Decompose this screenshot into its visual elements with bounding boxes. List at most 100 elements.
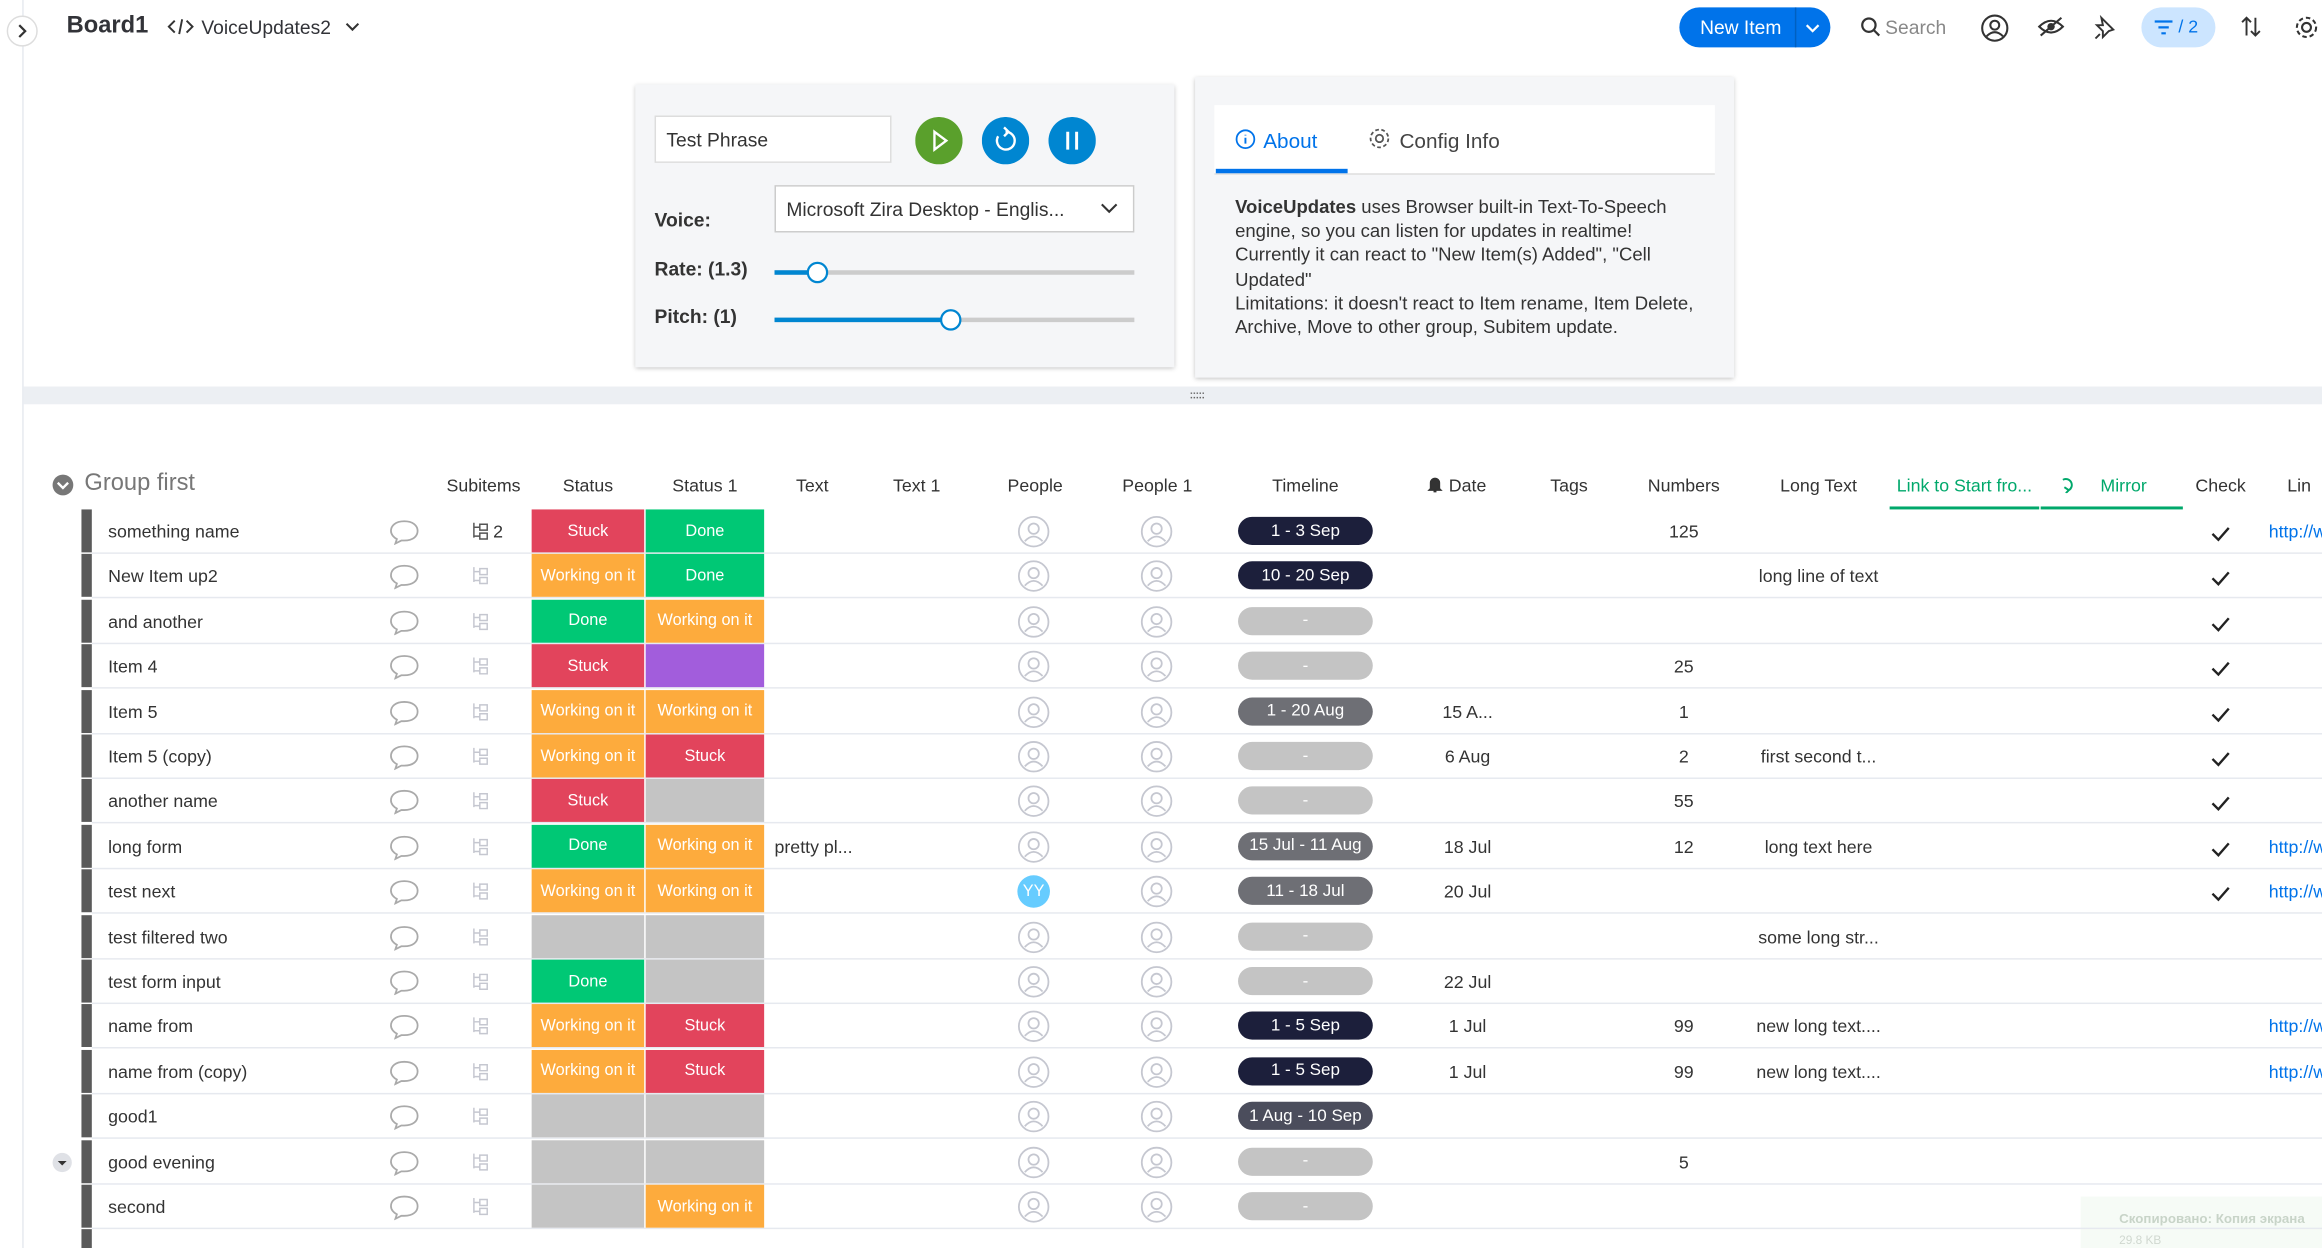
- empty-person: [1140, 1101, 1173, 1134]
- check-mark: [2211, 568, 2230, 587]
- subitems-icon: [471, 701, 489, 720]
- column-header: Timeline: [1272, 475, 1339, 497]
- column-header: Text 1: [892, 475, 941, 497]
- about-lead: VoiceUpdates: [1235, 196, 1357, 218]
- about-panel: About Config Info VoiceUpdates uses Brow…: [1195, 77, 1735, 378]
- subitems-icon: [471, 971, 489, 990]
- item-name: second: [108, 1196, 166, 1218]
- row-color-bar: [81, 914, 92, 958]
- row-separator: [91, 552, 2322, 554]
- person-filter[interactable]: [1980, 13, 2010, 43]
- hide-columns[interactable]: [2036, 15, 2066, 39]
- long-text-cell: long text here: [1764, 836, 1873, 858]
- row-separator: [91, 957, 2322, 960]
- splitter[interactable]: [23, 386, 2322, 405]
- empty-person: [1140, 650, 1173, 683]
- subitems-icon: [471, 926, 489, 945]
- tab-bar: About Config Info: [1214, 105, 1715, 175]
- timeline-pill: -: [1238, 651, 1373, 681]
- pin[interactable]: [2093, 14, 2117, 42]
- column-header: Date: [1448, 475, 1487, 497]
- rate-slider[interactable]: [774, 261, 1136, 285]
- numbers-cell: 55: [1673, 791, 1694, 813]
- status-cell: Working on it: [531, 689, 645, 733]
- long-text-cell: long line of text: [1758, 566, 1879, 588]
- check-mark: [2211, 613, 2230, 632]
- link-cell: http://w: [2268, 1061, 2322, 1083]
- rate-label: Rate: (1.3): [654, 257, 748, 280]
- row-color-bar: [81, 1004, 92, 1048]
- row-separator: [91, 1227, 2322, 1230]
- play-button[interactable]: [915, 116, 963, 165]
- link-cell: http://w: [2268, 521, 2322, 543]
- group-collapse[interactable]: [52, 474, 74, 496]
- view-name[interactable]: VoiceUpdates2: [201, 16, 331, 39]
- item-name: name from (copy): [108, 1061, 248, 1083]
- status-cell: [645, 1094, 765, 1138]
- row-color-bar: [81, 734, 92, 778]
- row-color-bar: [81, 824, 92, 868]
- config-tab[interactable]: Config Info: [1399, 128, 1500, 153]
- phrase-input[interactable]: Test Phrase: [654, 115, 892, 163]
- status-cell: Stuck: [531, 509, 645, 553]
- item-name: good1: [108, 1106, 158, 1128]
- view-icon: [167, 19, 194, 35]
- comment-icon: [388, 788, 421, 816]
- board-name[interactable]: Board1: [66, 13, 149, 39]
- row-separator: [91, 597, 2322, 599]
- group-title[interactable]: Group first: [84, 470, 196, 497]
- sort[interactable]: [2239, 15, 2263, 39]
- empty-person: [1140, 785, 1173, 818]
- subitems-icon: [471, 746, 489, 765]
- status-cell: Working on it: [531, 1049, 645, 1093]
- empty-person: [1017, 560, 1050, 593]
- timeline-pill: 15 Jul - 11 Aug: [1238, 831, 1373, 861]
- expand-sidebar[interactable]: [6, 15, 39, 48]
- column-header: Subitems: [446, 475, 521, 497]
- comment-icon: [388, 1104, 421, 1131]
- check-mark: [2211, 523, 2230, 542]
- search-label[interactable]: Search: [1885, 16, 1947, 39]
- filter-button[interactable]: / 2: [2141, 7, 2216, 48]
- status-cell: Stuck: [645, 734, 765, 778]
- comment-icon: [388, 878, 421, 906]
- long-text-cell: new long text....: [1756, 1016, 1881, 1038]
- column-header: People: [1007, 475, 1063, 497]
- status-cell: Working on it: [645, 599, 765, 643]
- pitch-slider[interactable]: [774, 308, 1136, 332]
- long-text-cell: first second t...: [1760, 746, 1877, 768]
- item-name: something name: [108, 521, 240, 543]
- about-text: VoiceUpdates uses Browser built-in Text-…: [1235, 195, 1694, 339]
- new-item-dropdown[interactable]: [1804, 21, 1822, 36]
- item-name: Item 4: [108, 656, 158, 678]
- pause-button[interactable]: [1048, 116, 1096, 165]
- replay-button[interactable]: [981, 116, 1030, 165]
- status-cell: Done: [645, 554, 765, 598]
- long-text-cell: some long str...: [1758, 926, 1879, 948]
- status-cell: Working on it: [531, 554, 645, 598]
- row-separator: [91, 1092, 2322, 1095]
- row-separator: [91, 1182, 2322, 1185]
- view-dropdown[interactable]: [344, 19, 362, 34]
- status-cell: [645, 644, 765, 688]
- phrase-text: Test Phrase: [666, 128, 769, 152]
- search-icon: [1861, 17, 1881, 37]
- comment-icon: [388, 969, 421, 996]
- sidebar-edge: [22, 0, 24, 1248]
- splitter-grip: [1190, 392, 1206, 399]
- subitem-expand[interactable]: [52, 1152, 73, 1173]
- new-item-button[interactable]: New Item: [1679, 7, 1831, 48]
- about-line: Limitations: it doesn't react to Item re…: [1235, 292, 1694, 338]
- row-color-bar: [81, 1049, 92, 1093]
- info-icon: [1235, 129, 1256, 149]
- column-header: Lin: [2287, 475, 2311, 497]
- voice-select[interactable]: Microsoft Zira Desktop - Englis...: [774, 185, 1135, 233]
- check-mark: [2211, 883, 2230, 902]
- comment-icon: [388, 1014, 421, 1041]
- empty-person: [1017, 830, 1050, 863]
- text-cell: pretty pl...: [774, 836, 853, 858]
- empty-person: [1140, 830, 1173, 863]
- about-tab[interactable]: About: [1263, 128, 1318, 153]
- comment-icon: [388, 1194, 421, 1221]
- settings[interactable]: [2294, 15, 2319, 40]
